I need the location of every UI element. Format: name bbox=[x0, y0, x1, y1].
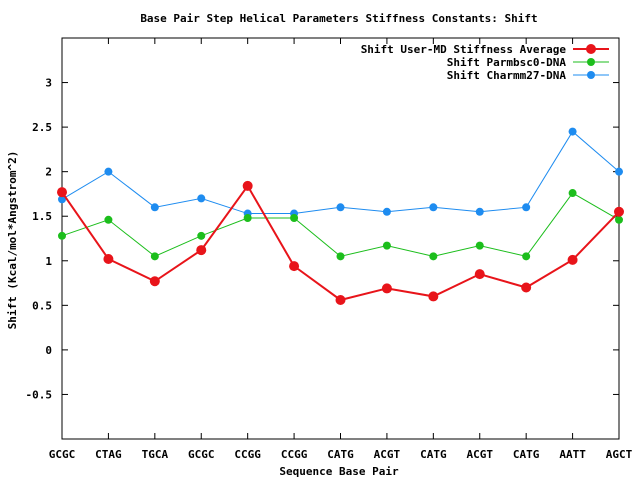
series-line bbox=[61, 192, 620, 257]
data-point bbox=[57, 187, 67, 198]
data-point bbox=[290, 214, 299, 223]
series-line bbox=[61, 130, 620, 215]
data-point bbox=[104, 167, 113, 176]
data-point bbox=[475, 207, 484, 216]
data-point bbox=[522, 203, 531, 212]
data-point bbox=[615, 167, 623, 176]
data-point bbox=[521, 282, 532, 293]
data-point bbox=[58, 195, 66, 204]
data-point bbox=[381, 283, 392, 294]
x-axis-label: Sequence Base Pair bbox=[279, 465, 399, 478]
data-point bbox=[336, 203, 345, 212]
legend-label: Shift Charmm27-DNA bbox=[447, 69, 567, 82]
y-tick-label: 0 bbox=[45, 344, 52, 357]
y-tick-label: 2.5 bbox=[32, 121, 52, 134]
x-tick-label: CATG bbox=[327, 448, 354, 461]
x-tick-label: ACGT bbox=[374, 448, 401, 461]
x-tick-label: CCGG bbox=[281, 448, 308, 461]
y-tick-label: 1 bbox=[45, 255, 52, 268]
data-point bbox=[335, 294, 346, 305]
x-tick-label: CATG bbox=[513, 448, 540, 461]
x-tick-label: CTAG bbox=[95, 448, 122, 461]
y-axis-label: Shift (Kcal/mol*Angstrom^2) bbox=[6, 151, 19, 330]
data-point bbox=[197, 194, 206, 203]
data-point bbox=[150, 203, 159, 212]
data-point bbox=[568, 127, 577, 136]
data-point bbox=[289, 261, 300, 272]
y-tick-label: -0.5 bbox=[26, 388, 53, 401]
y-axis: -0.5 0 0.5 1 1.5 2 2.5 3 bbox=[26, 77, 619, 401]
data-point bbox=[149, 276, 160, 287]
y-tick-label: 1.5 bbox=[32, 210, 52, 223]
data-point bbox=[474, 269, 485, 280]
plot-area-border bbox=[61, 37, 620, 440]
data-point bbox=[567, 254, 578, 265]
data-point bbox=[429, 252, 438, 261]
x-tick-label: ACGT bbox=[467, 448, 494, 461]
data-point bbox=[382, 207, 391, 216]
data-point bbox=[104, 215, 113, 224]
data-point bbox=[428, 291, 439, 302]
x-tick-label: AGCT bbox=[606, 448, 633, 461]
data-point bbox=[58, 231, 66, 240]
data-point bbox=[615, 215, 623, 224]
data-point bbox=[614, 206, 624, 217]
data-point bbox=[197, 231, 206, 240]
x-tick-label: AATT bbox=[559, 448, 586, 461]
legend-marker bbox=[587, 71, 595, 79]
y-tick-label: 3 bbox=[45, 77, 52, 90]
data-point bbox=[522, 252, 531, 261]
data-point bbox=[196, 245, 207, 256]
legend-marker bbox=[587, 58, 595, 66]
data-point bbox=[150, 252, 159, 261]
data-point bbox=[568, 189, 577, 198]
data-point bbox=[475, 241, 484, 250]
series-layer bbox=[57, 127, 624, 305]
data-point bbox=[103, 253, 114, 264]
y-tick-label: 0.5 bbox=[32, 299, 52, 312]
legend-label: Shift User-MD Stiffness Average bbox=[361, 43, 567, 56]
legend-label: Shift Parmbsc0-DNA bbox=[447, 56, 567, 69]
x-tick-label: CCGG bbox=[234, 448, 261, 461]
data-point bbox=[243, 214, 252, 223]
x-tick-label: TGCA bbox=[142, 448, 169, 461]
data-point bbox=[242, 180, 253, 191]
data-point bbox=[336, 252, 345, 261]
chart-title: Base Pair Step Helical Parameters Stiffn… bbox=[140, 12, 537, 25]
data-point bbox=[429, 203, 438, 212]
y-tick-label: 2 bbox=[45, 166, 52, 179]
legend-marker bbox=[586, 44, 596, 54]
x-axis: GCGC CTAG TGCA GCGC CCGG CCGG CATG ACGT CATG ACGT… bbox=[49, 38, 633, 461]
x-tick-label: GCGC bbox=[49, 448, 76, 461]
x-tick-label: CATG bbox=[420, 448, 447, 461]
x-tick-label: GCGC bbox=[188, 448, 215, 461]
data-point bbox=[382, 241, 391, 250]
